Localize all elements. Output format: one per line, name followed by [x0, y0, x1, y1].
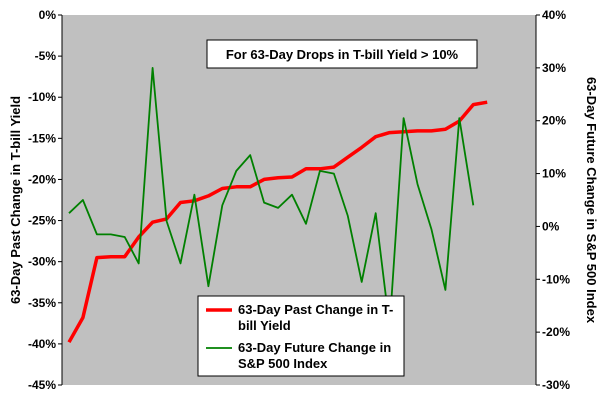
left-tick-label: -45% [28, 378, 56, 392]
left-tick-label: -30% [28, 255, 56, 269]
right-axis: 40% 30% 20% 10% 0% -10% -20% -30% [535, 8, 570, 392]
legend-label: 63-Day Future Change in [238, 340, 391, 355]
left-tick-label: -35% [28, 296, 56, 310]
annotation-box-bg [206, 39, 478, 69]
right-tick-label: 10% [542, 167, 566, 181]
annotation-text: For 63-Day Drops in T-bill Yield > 10% [226, 47, 459, 62]
right-tick-label: 0% [542, 219, 560, 233]
left-tick-label: -15% [28, 131, 56, 145]
right-tick-label: 30% [542, 61, 566, 75]
left-tick-label: -5% [35, 49, 57, 63]
series-line-sp500 [68, 67, 475, 328]
left-axis-title: 63-Day Past Change in T-bill Yield [8, 96, 23, 304]
right-tick-label: -10% [542, 272, 570, 286]
left-tick-label: -20% [28, 172, 56, 186]
legend-label: bill Yield [238, 318, 291, 333]
left-tick-label: -10% [28, 90, 56, 104]
legend-box [197, 295, 405, 377]
left-tick-label: -25% [28, 214, 56, 228]
left-axis: 0% -5% -10% -15% -20% -25% -30% -35% -40% -45% [28, 8, 63, 392]
right-tick-label: 20% [542, 114, 566, 128]
legend: 63-Day Past Change in T-bill Yield 63-Day… [197, 295, 405, 377]
right-tick-label: 40% [542, 8, 566, 22]
right-tick-label: -30% [542, 378, 570, 392]
left-tick-label: 0% [39, 8, 57, 22]
legend-label: 63-Day Past Change in T- [238, 302, 393, 317]
series-line-tbill-yield [67, 100, 488, 344]
left-tick-label: -40% [28, 337, 56, 351]
series-layer [67, 67, 488, 344]
annotation-box: For 63-Day Drops in T-bill Yield > 10% [206, 39, 478, 69]
right-tick-label: -20% [542, 325, 570, 339]
legend-label: S&P 500 Index [238, 356, 328, 371]
right-axis-title: 63-Day Future Change in S&P 500 Index [584, 77, 599, 324]
